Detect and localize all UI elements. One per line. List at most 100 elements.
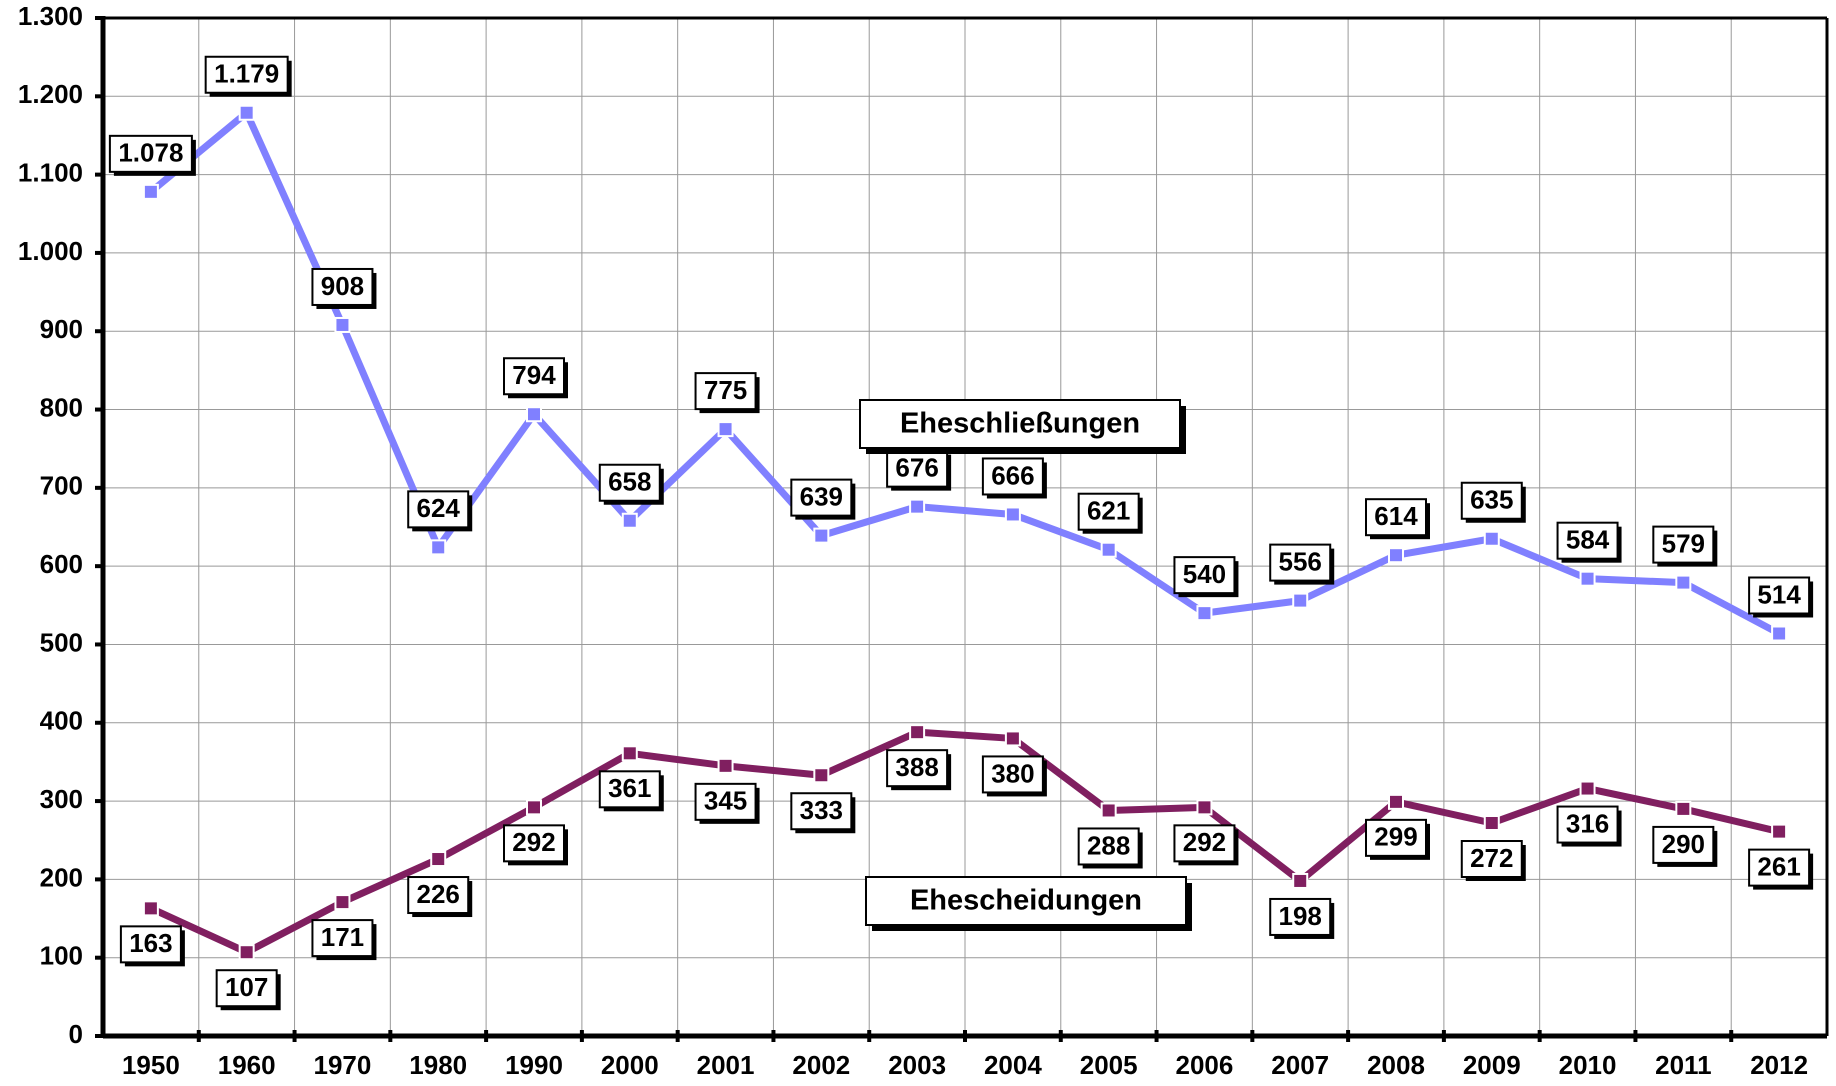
data-label: 556 bbox=[1279, 546, 1322, 576]
y-tick-label: 300 bbox=[40, 784, 83, 814]
data-point bbox=[142, 183, 159, 200]
x-tick-label: 2008 bbox=[1367, 1050, 1425, 1080]
label-background bbox=[1460, 840, 1523, 879]
data-label-box: 635 bbox=[1460, 481, 1526, 523]
data-label-box: 316 bbox=[1556, 805, 1622, 847]
label-background bbox=[694, 372, 757, 411]
data-point bbox=[909, 724, 926, 741]
data-point bbox=[621, 745, 638, 762]
y-tick-label: 700 bbox=[40, 471, 83, 501]
data-point bbox=[621, 512, 638, 529]
data-label: 345 bbox=[704, 786, 747, 816]
data-label: 171 bbox=[321, 922, 364, 952]
data-label-box: 775 bbox=[694, 372, 760, 414]
data-label: 261 bbox=[1757, 851, 1800, 881]
y-tick-label: 900 bbox=[40, 314, 83, 344]
x-tick-label: 2007 bbox=[1271, 1050, 1329, 1080]
data-point bbox=[813, 767, 830, 784]
data-label-box: 614 bbox=[1365, 498, 1430, 540]
x-tick-label: 2001 bbox=[697, 1050, 755, 1080]
legend-item: Ehescheidungen bbox=[865, 876, 1192, 931]
data-label: 676 bbox=[895, 453, 938, 483]
label-background bbox=[1460, 481, 1523, 520]
data-label-box: 198 bbox=[1269, 897, 1335, 939]
data-label-box: 345 bbox=[694, 782, 760, 824]
label-background bbox=[503, 357, 565, 396]
data-point bbox=[1579, 780, 1596, 797]
data-point bbox=[1483, 530, 1500, 547]
data-label: 107 bbox=[225, 972, 268, 1002]
data-label: 514 bbox=[1757, 579, 1801, 609]
data-label: 333 bbox=[800, 795, 843, 825]
label-background bbox=[108, 134, 193, 173]
x-tick-label: 2009 bbox=[1463, 1050, 1521, 1080]
data-label: 658 bbox=[608, 467, 651, 497]
data-label-box: 540 bbox=[1173, 556, 1239, 598]
x-tick-label: 2000 bbox=[601, 1050, 659, 1080]
data-point bbox=[238, 104, 255, 121]
legend-item: Eheschließungen bbox=[859, 399, 1186, 454]
data-point bbox=[1388, 793, 1404, 810]
data-point bbox=[430, 539, 447, 556]
label-background bbox=[598, 770, 661, 809]
label-background bbox=[311, 919, 374, 958]
y-tick-label: 800 bbox=[40, 392, 83, 422]
legend-background bbox=[865, 876, 1187, 926]
data-label-box: 908 bbox=[311, 267, 377, 309]
label-background bbox=[204, 55, 289, 94]
data-label: 639 bbox=[800, 481, 843, 511]
data-label-box: 1.179 bbox=[204, 55, 292, 97]
data-point bbox=[1483, 815, 1500, 832]
label-background bbox=[311, 267, 374, 306]
label-background bbox=[1748, 576, 1811, 615]
data-label: 775 bbox=[704, 375, 747, 405]
data-label-box: 584 bbox=[1556, 521, 1622, 563]
data-point bbox=[238, 944, 255, 961]
y-tick-label: 1.000 bbox=[18, 236, 83, 266]
y-tick-label: 0 bbox=[69, 1019, 83, 1049]
data-point bbox=[717, 421, 734, 438]
data-label-box: 388 bbox=[886, 749, 952, 791]
data-point bbox=[334, 316, 351, 333]
data-label: 288 bbox=[1087, 830, 1130, 860]
x-tick-label: 1960 bbox=[218, 1050, 276, 1080]
label-background bbox=[407, 490, 470, 529]
data-label-box: 676 bbox=[886, 449, 952, 491]
data-label: 1.078 bbox=[118, 138, 183, 168]
data-point bbox=[1675, 800, 1692, 817]
data-label-box: 333 bbox=[790, 792, 856, 834]
data-label-box: 288 bbox=[1077, 827, 1143, 869]
label-background bbox=[790, 478, 853, 517]
data-point bbox=[1771, 823, 1788, 840]
label-background bbox=[886, 749, 949, 788]
data-label: 614 bbox=[1374, 501, 1418, 531]
y-tick-label: 500 bbox=[40, 627, 83, 657]
data-label-box: 171 bbox=[311, 919, 377, 961]
data-point bbox=[1196, 605, 1213, 622]
data-point bbox=[1388, 547, 1404, 564]
data-label-box: 299 bbox=[1365, 818, 1430, 860]
data-label-box: 556 bbox=[1269, 543, 1335, 585]
data-point bbox=[1292, 592, 1309, 609]
data-point bbox=[1004, 730, 1021, 747]
label-background bbox=[407, 876, 470, 915]
data-label-box: 579 bbox=[1652, 525, 1718, 567]
data-label-box: 514 bbox=[1748, 576, 1814, 618]
series-line bbox=[149, 728, 1780, 956]
data-label: 908 bbox=[321, 271, 364, 301]
data-point bbox=[1771, 625, 1788, 642]
y-tick-label: 1.100 bbox=[18, 157, 83, 187]
x-tick-label: 1950 bbox=[122, 1050, 180, 1080]
data-label: 361 bbox=[608, 773, 651, 803]
label-background bbox=[1365, 818, 1427, 857]
data-label-box: 290 bbox=[1652, 825, 1718, 867]
x-tick-label: 2005 bbox=[1080, 1050, 1138, 1080]
y-tick-label: 600 bbox=[40, 549, 83, 579]
data-label-box: 261 bbox=[1748, 848, 1814, 890]
data-label: 624 bbox=[417, 493, 461, 523]
data-label-box: 666 bbox=[981, 457, 1047, 499]
x-tick-label: 1990 bbox=[505, 1050, 563, 1080]
data-label: 292 bbox=[1183, 827, 1226, 857]
x-tick-label: 2002 bbox=[792, 1050, 850, 1080]
